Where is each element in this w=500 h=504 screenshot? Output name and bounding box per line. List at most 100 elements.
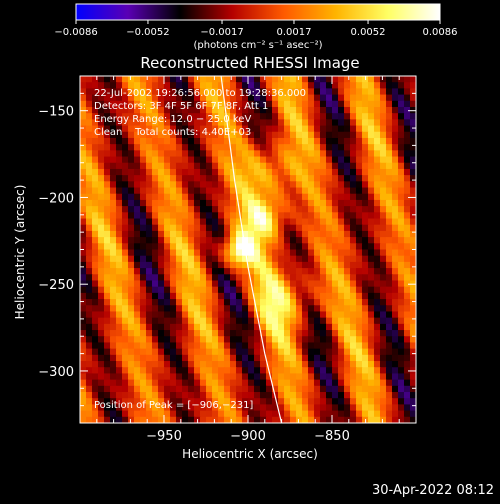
heatmap-cell	[170, 404, 177, 412]
heatmap-cell	[236, 336, 243, 344]
heatmap-cell	[326, 392, 333, 399]
heatmap-cell	[404, 249, 411, 257]
heatmap-cell	[380, 76, 387, 83]
heatmap-cell	[170, 125, 177, 133]
heatmap-cell	[248, 330, 255, 337]
heatmap-cell	[92, 100, 99, 108]
heatmap-cell	[86, 137, 93, 145]
heatmap-cell	[200, 354, 207, 362]
heatmap-cell	[344, 224, 351, 232]
heatmap-cell	[212, 373, 219, 381]
heatmap-cell	[344, 125, 351, 133]
heatmap-cell	[110, 299, 117, 306]
heatmap-cell	[104, 131, 111, 139]
heatmap-cell	[398, 392, 405, 399]
heatmap-cell	[350, 230, 357, 238]
heatmap-cell	[278, 323, 285, 331]
heatmap-cell	[380, 181, 387, 189]
heatmap-cell	[320, 385, 327, 393]
heatmap-cell	[320, 299, 327, 306]
heatmap-cell	[296, 348, 303, 356]
heatmap-cell	[362, 268, 369, 275]
heatmap-cell	[260, 212, 267, 220]
heatmap-cell	[206, 404, 213, 412]
heatmap-cell	[248, 292, 255, 300]
heatmap-cell	[374, 255, 381, 263]
heatmap-cell	[374, 212, 381, 220]
heatmap-cell	[284, 398, 291, 406]
heatmap-cell	[410, 255, 416, 263]
heatmap-cell	[218, 336, 225, 344]
heatmap-cell	[200, 348, 207, 356]
heatmap-cell	[410, 398, 416, 406]
heatmap-cell	[356, 82, 363, 89]
heatmap-cell	[182, 131, 189, 139]
heatmap-cell	[398, 76, 405, 83]
heatmap-cell	[320, 94, 327, 102]
heatmap-cell	[260, 106, 267, 114]
heatmap-cell	[386, 404, 393, 412]
heatmap-cell	[332, 199, 339, 207]
heatmap-cell	[230, 305, 237, 313]
heatmap-cell	[170, 243, 177, 251]
heatmap-cell	[278, 199, 285, 207]
colorbar-ticks: −0.0086 −0.0052 −0.0017 0.0017 0.0052 0.0086	[54, 20, 458, 38]
heatmap-cell	[206, 230, 213, 238]
heatmap-cell	[200, 137, 207, 145]
heatmap-cell	[404, 181, 411, 189]
heatmap-cell	[332, 162, 339, 170]
heatmap-cell	[134, 367, 141, 375]
heatmap-cell	[140, 255, 147, 263]
heatmap-cell	[122, 305, 129, 313]
heatmap-cell	[200, 168, 207, 176]
heatmap-cell	[386, 156, 393, 164]
heatmap-cell	[368, 168, 375, 176]
heatmap-cell	[164, 317, 171, 325]
heatmap-cell	[224, 361, 231, 368]
heatmap-cell	[218, 311, 225, 319]
heatmap-cell	[206, 373, 213, 381]
heatmap-cell	[152, 224, 159, 232]
heatmap-cell	[362, 94, 369, 102]
heatmap-cell	[224, 187, 231, 195]
heatmap-cell	[212, 348, 219, 356]
heatmap-cell	[296, 199, 303, 207]
heatmap-cell	[146, 342, 153, 350]
heatmap-cell	[200, 373, 207, 381]
heatmap-cell	[404, 385, 411, 393]
heatmap-cell	[134, 404, 141, 412]
heatmap-cell	[332, 404, 339, 412]
heatmap-cell	[350, 131, 357, 139]
heatmap-cell	[194, 348, 201, 356]
heatmap-cell	[116, 181, 123, 189]
heatmap-cell	[248, 94, 255, 102]
heatmap-cell	[152, 76, 159, 83]
heatmap-cell	[356, 292, 363, 300]
heatmap-cell	[98, 404, 105, 412]
heatmap-cell	[194, 274, 201, 282]
heatmap-cell	[296, 187, 303, 195]
heatmap-cell	[164, 119, 171, 127]
heatmap-cell	[410, 187, 416, 195]
heatmap-cell	[230, 416, 237, 423]
colorbar-gradient	[75, 3, 441, 21]
heatmap-cell	[242, 144, 249, 151]
heatmap-cell	[284, 317, 291, 325]
heatmap-cell	[368, 379, 375, 387]
heatmap-cell	[230, 404, 237, 412]
heatmap-cell	[362, 342, 369, 350]
heatmap-cell	[236, 187, 243, 195]
heatmap-cell	[86, 354, 93, 362]
heatmap-cell	[314, 336, 321, 344]
heatmap-cell	[314, 410, 321, 418]
heatmap-cell	[266, 193, 273, 201]
heatmap-cell	[122, 280, 129, 288]
heatmap-cell	[350, 82, 357, 89]
heatmap-cell	[212, 131, 219, 139]
heatmap-cell	[158, 137, 165, 145]
heatmap-cell	[320, 410, 327, 418]
heatmap-cell	[368, 286, 375, 294]
heatmap-cell	[332, 230, 339, 238]
heatmap-cell	[182, 206, 189, 213]
heatmap-cell	[254, 286, 261, 294]
